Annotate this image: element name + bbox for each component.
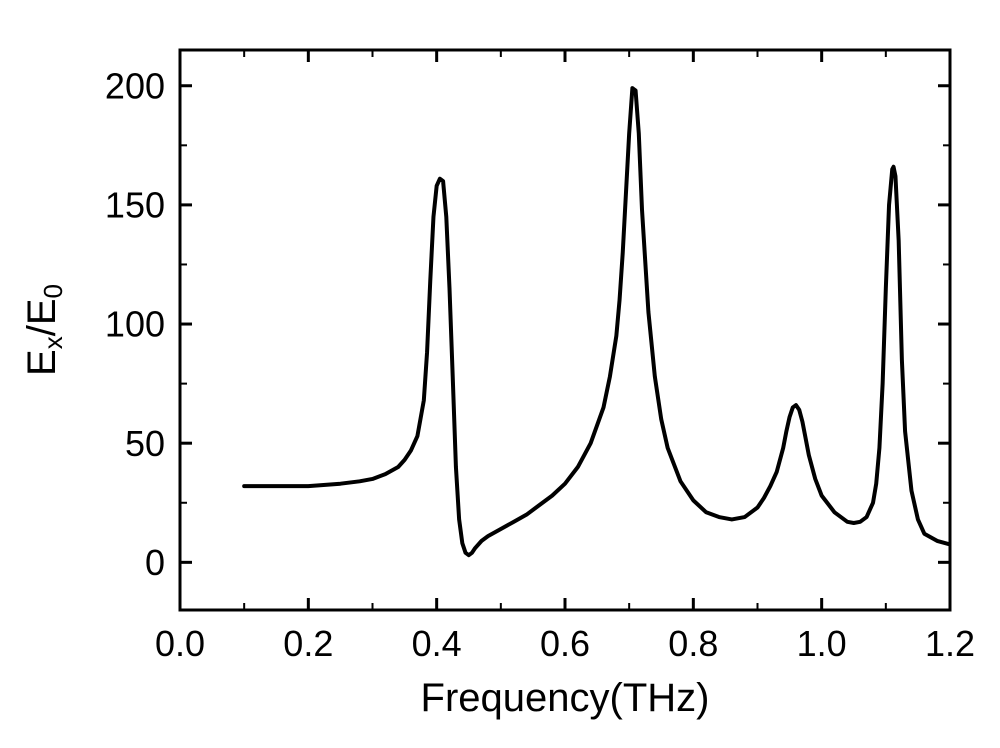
x-tick-label: 1.0 <box>797 623 847 664</box>
y-tick-label: 100 <box>105 304 165 345</box>
x-tick-label: 0.8 <box>668 623 718 664</box>
chart-background <box>0 0 1000 748</box>
x-tick-label: 0.2 <box>283 623 333 664</box>
x-tick-label: 1.2 <box>925 623 975 664</box>
x-axis-label: Frequency(THz) <box>421 676 710 720</box>
y-tick-label: 0 <box>145 542 165 583</box>
x-tick-label: 0.6 <box>540 623 590 664</box>
y-tick-label: 150 <box>105 184 165 225</box>
y-tick-label: 200 <box>105 65 165 106</box>
x-tick-label: 0.0 <box>155 623 205 664</box>
x-tick-label: 0.4 <box>412 623 462 664</box>
y-tick-label: 50 <box>125 423 165 464</box>
chart-container: 0.0 0.2 0.4 0.6 0.8 1.0 1.2 0 50 100 150 200 Frequen… <box>0 0 1000 748</box>
line-chart: 0.0 0.2 0.4 0.6 0.8 1.0 1.2 0 50 100 150 200 Frequen… <box>0 0 1000 748</box>
